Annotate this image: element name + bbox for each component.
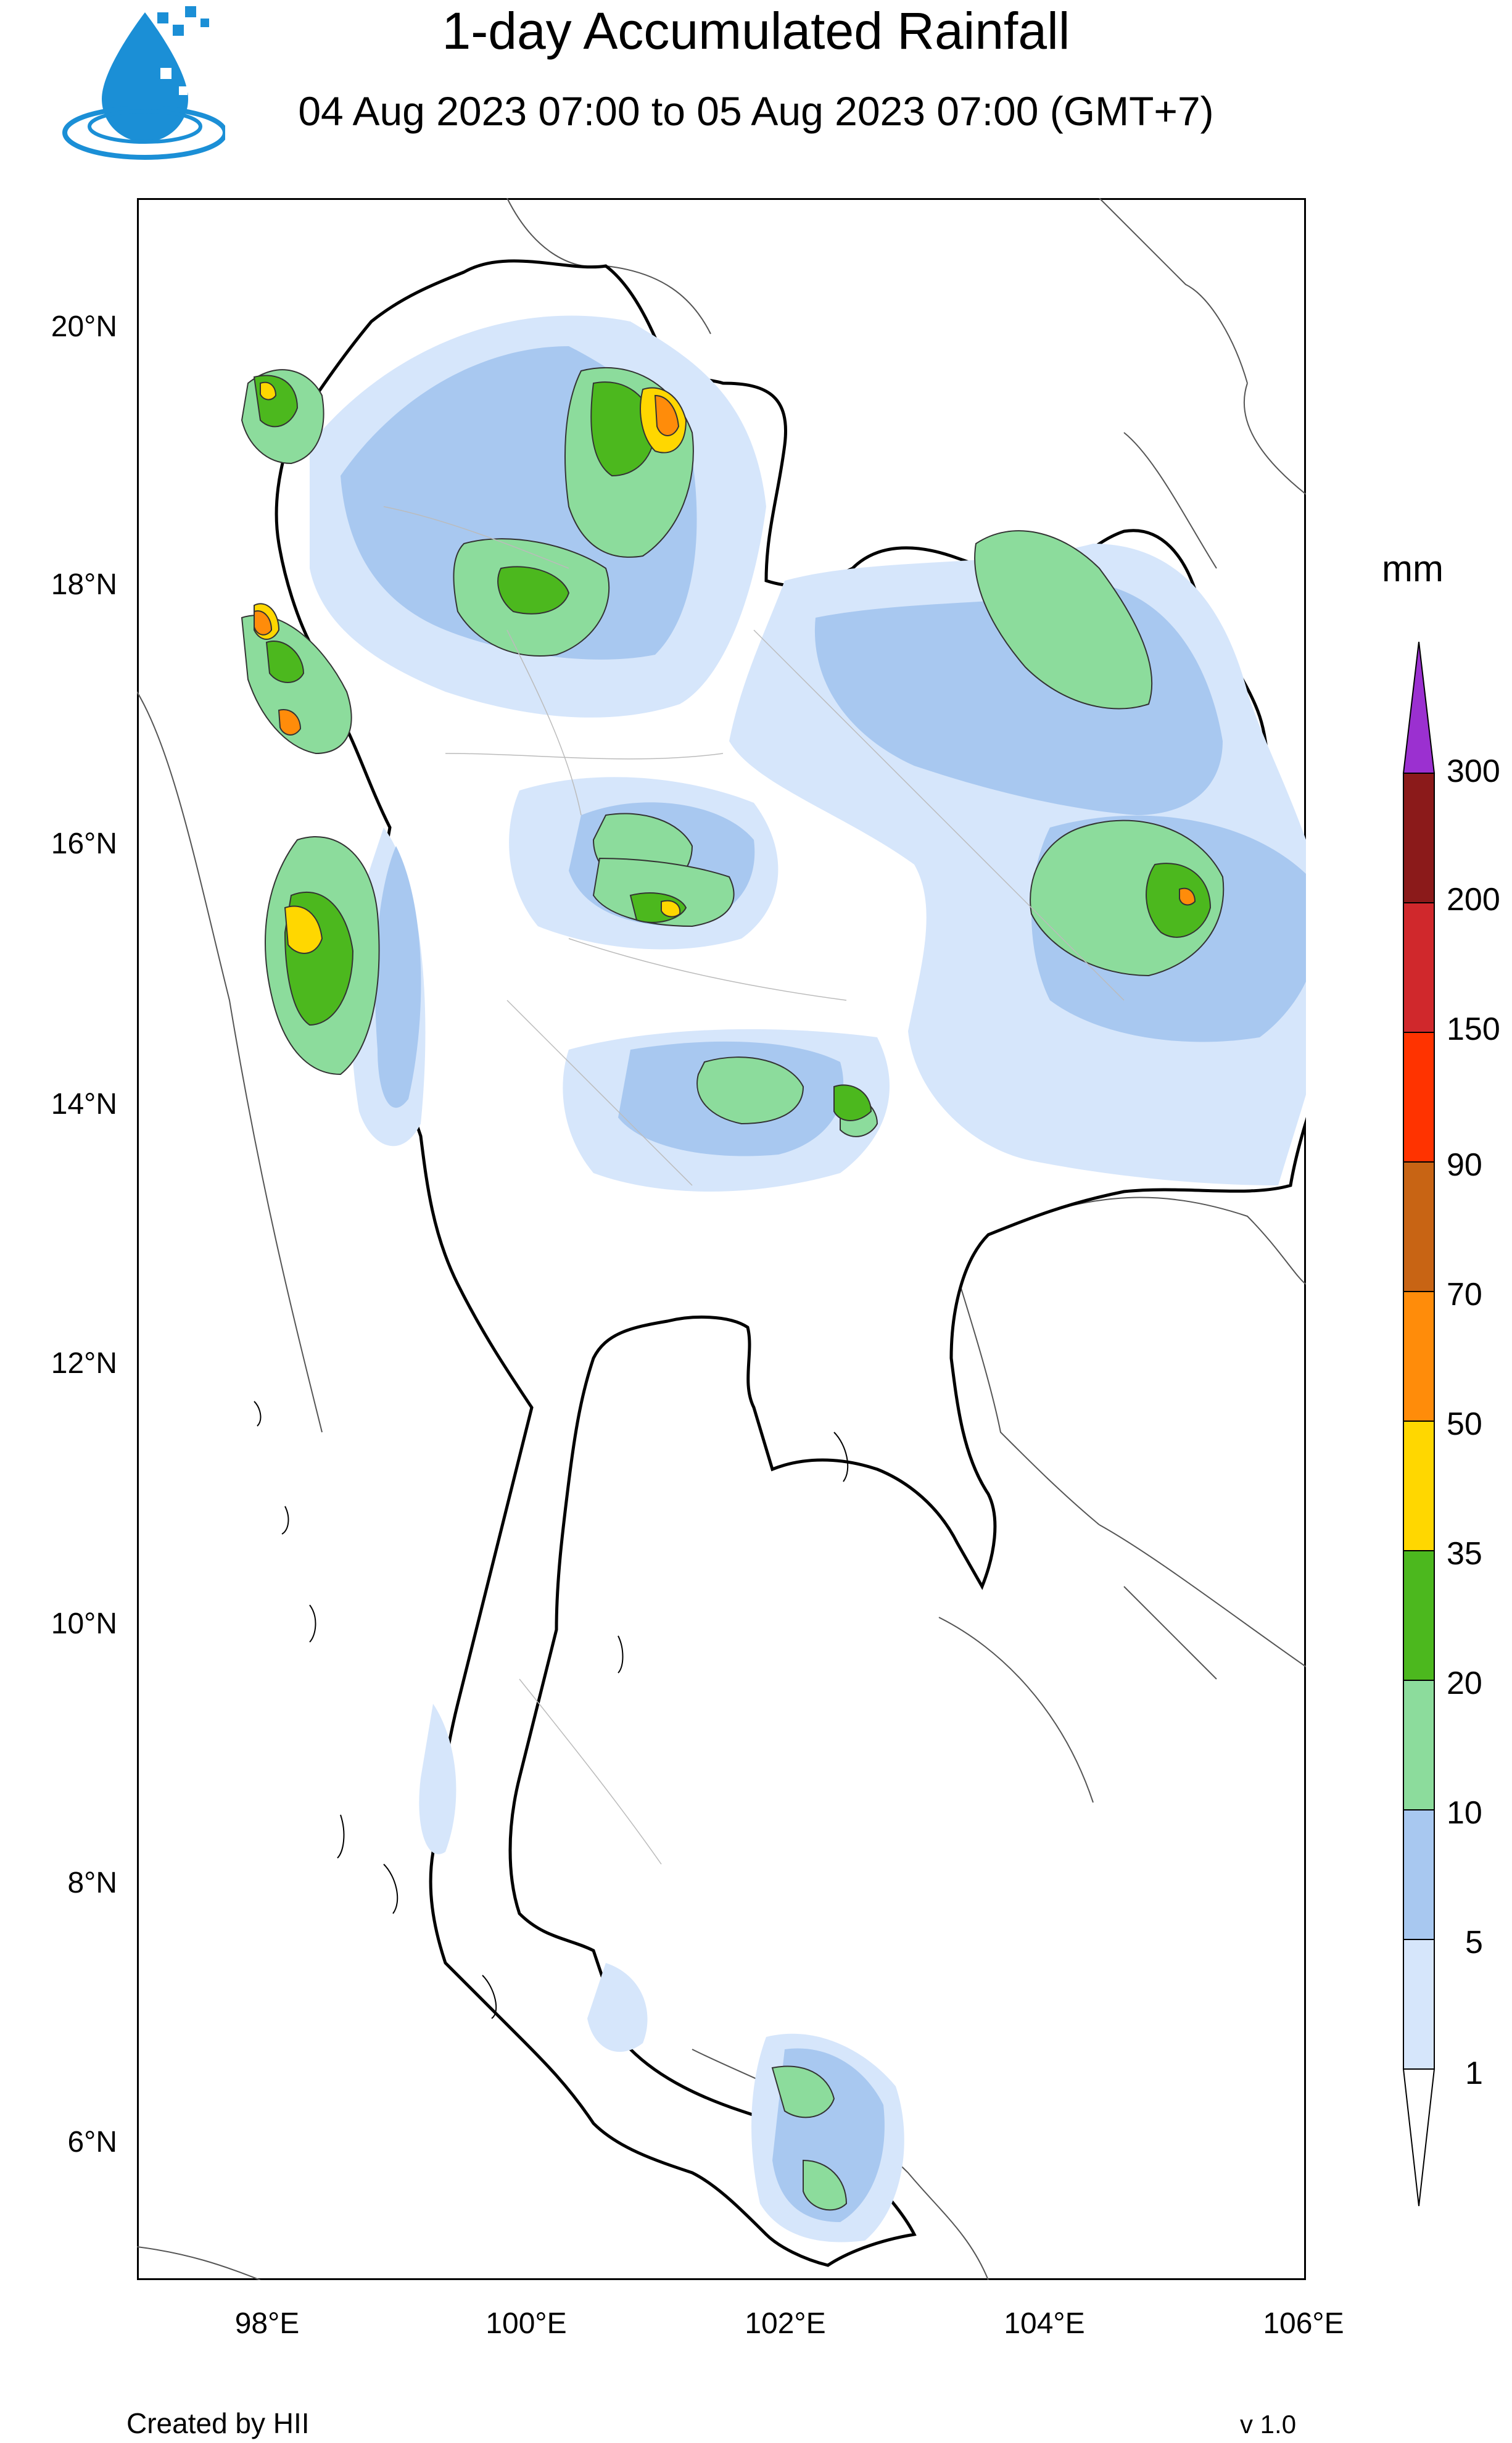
rainfall-map: [137, 198, 1306, 2280]
lon-tick-label: 100°E: [485, 2307, 567, 2340]
colorbar-swatch: [1403, 1809, 1435, 1940]
rainfall-35-70-layer: [254, 381, 1196, 954]
page-subtitle: 04 Aug 2023 07:00 to 05 Aug 2023 07:00 (…: [298, 88, 1214, 134]
colorbar-swatch: [1403, 1939, 1435, 2070]
colorbar-swatch: [1403, 773, 1435, 903]
colorbar-label: 5: [1465, 1925, 1483, 1960]
colorbar-label: 50: [1447, 1406, 1482, 1442]
colorbar-label: 90: [1447, 1147, 1482, 1183]
lat-tick-label: 16°N: [51, 827, 117, 860]
province-borders: [383, 506, 1125, 1865]
rainfall-colorbar: [1402, 642, 1436, 2207]
lat-tick-label: 18°N: [51, 568, 117, 601]
colorbar-swatch: [1403, 1550, 1435, 1681]
lon-tick-label: 104°E: [1004, 2307, 1085, 2340]
colorbar-swatch: [1403, 1680, 1435, 1810]
colorbar-label: 10: [1447, 1795, 1482, 1831]
colorbar-swatch: [1403, 902, 1435, 1033]
page-title: 1-day Accumulated Rainfall: [442, 2, 1070, 60]
version-label: v 1.0: [1240, 2410, 1297, 2439]
neighbor-borders: [137, 198, 1306, 2280]
lat-tick-label: 20°N: [51, 310, 117, 343]
colorbar-unit: mm: [1382, 548, 1444, 589]
colorbar-swatch: [1402, 2068, 1436, 2207]
colorbar-label: 35: [1447, 1536, 1482, 1572]
colorbar-label: 20: [1447, 1665, 1482, 1701]
water-drop-logo-icon: [62, 6, 225, 160]
colorbar-swatch: [1402, 642, 1436, 774]
lat-tick-label: 14°N: [51, 1088, 117, 1121]
lon-tick-label: 98°E: [234, 2307, 300, 2340]
lon-tick-label: 106°E: [1263, 2307, 1344, 2340]
lon-tick-label: 102°E: [745, 2307, 826, 2340]
lat-tick-label: 6°N: [67, 2126, 117, 2159]
colorbar-swatch: [1403, 1161, 1435, 1292]
colorbar-label: 200: [1447, 882, 1500, 918]
lat-tick-label: 12°N: [51, 1347, 117, 1380]
colorbar-swatch: [1403, 1421, 1435, 1551]
islands: [254, 1401, 849, 2019]
colorbar-label: 1: [1465, 2055, 1483, 2091]
lat-tick-label: 10°N: [51, 1607, 117, 1640]
colorbar-swatch: [1403, 1032, 1435, 1163]
lat-tick-label: 8°N: [67, 1867, 117, 1899]
colorbar-swatch: [1403, 1291, 1435, 1422]
colorbar-label: 150: [1447, 1011, 1500, 1047]
colorbar-label: 300: [1447, 753, 1500, 789]
colorbar-label: 70: [1447, 1277, 1482, 1313]
created-by-credit: Created by HII: [126, 2407, 310, 2439]
